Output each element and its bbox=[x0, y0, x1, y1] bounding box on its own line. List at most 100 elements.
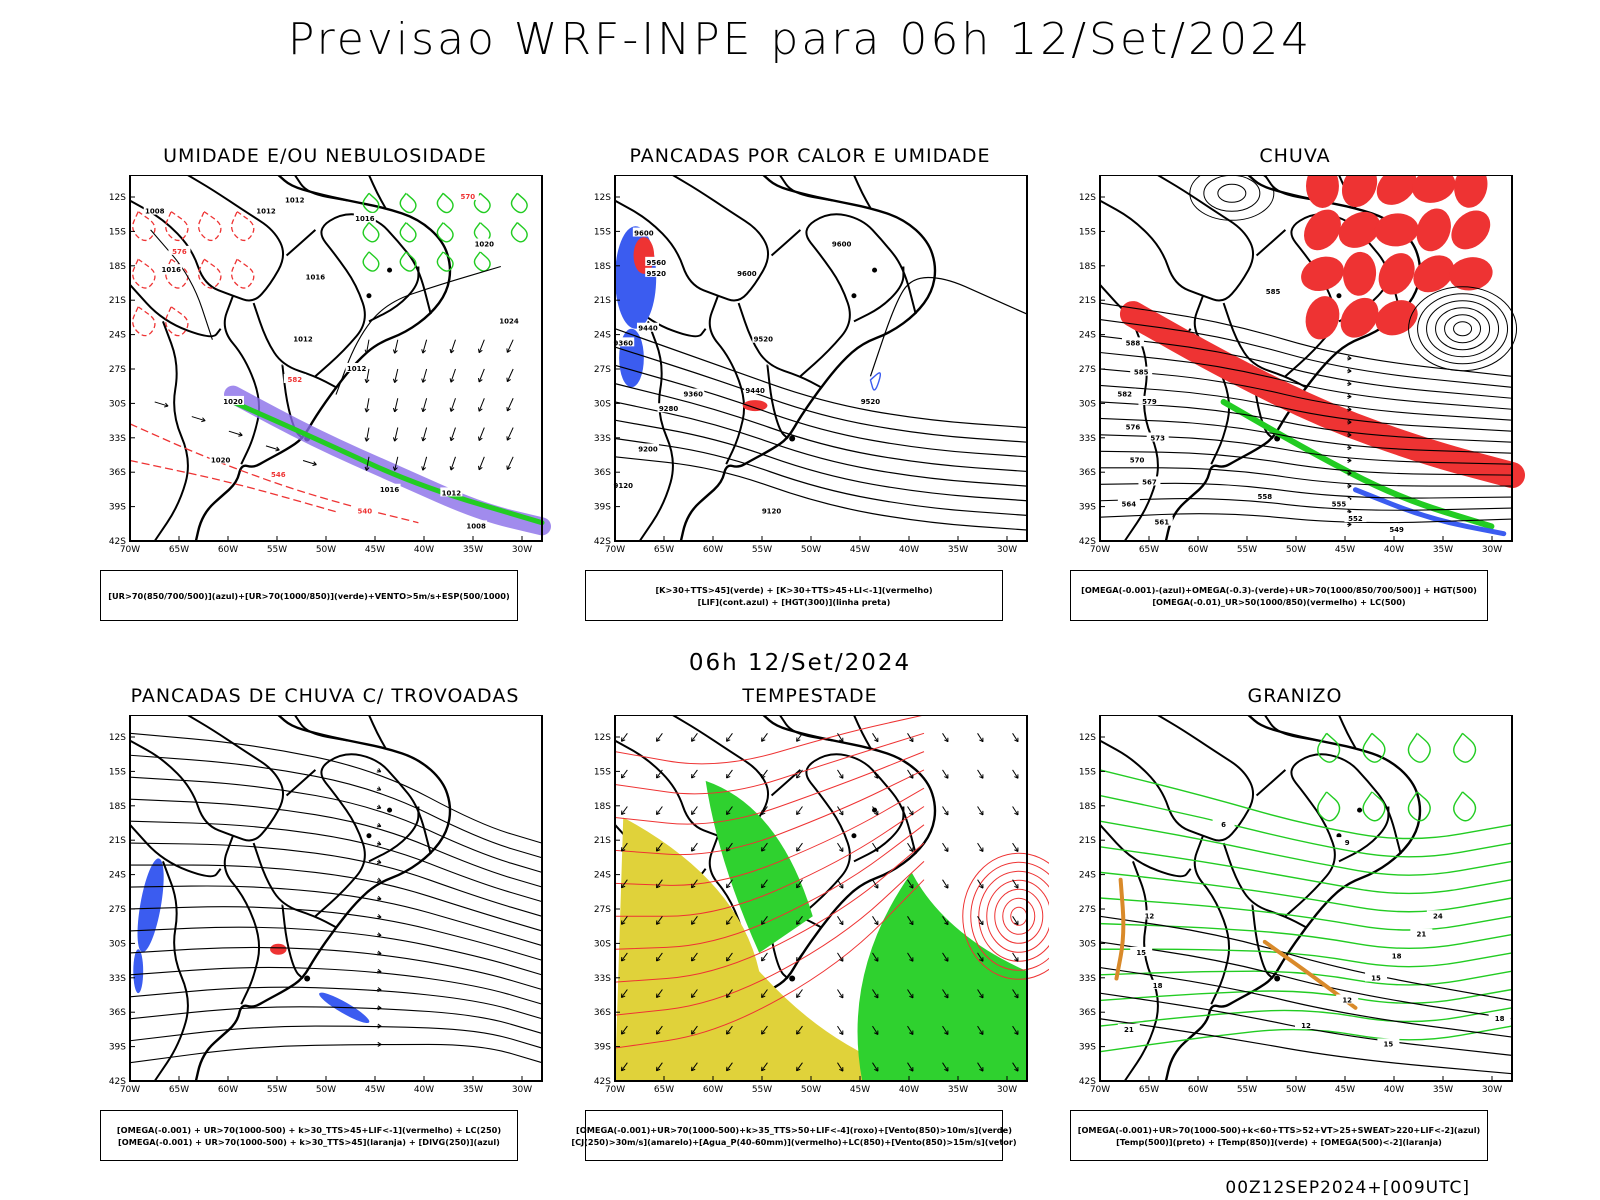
lat-label: 42S bbox=[109, 1077, 126, 1087]
lat-label: 36S bbox=[594, 468, 611, 478]
border-line bbox=[129, 175, 285, 302]
green-contour bbox=[362, 192, 380, 214]
rain-red-area bbox=[1306, 175, 1339, 208]
border-line bbox=[314, 213, 432, 378]
wind-vector bbox=[620, 1025, 628, 1035]
contour-label: 1012 bbox=[256, 208, 276, 216]
streamline-arrow bbox=[377, 1023, 382, 1029]
contour-label: 15 bbox=[1384, 1040, 1394, 1048]
legend-box: [OMEGA(-0.001)+UR>70(1000-500)+k>35_TTS>… bbox=[571, 1110, 1017, 1161]
lon-label: 40W bbox=[414, 545, 434, 555]
border-line bbox=[638, 320, 674, 542]
lon-label: 55W bbox=[752, 1085, 772, 1095]
rain-green-band bbox=[1220, 398, 1495, 530]
wind-vector bbox=[761, 989, 768, 999]
contour-label-bg bbox=[1121, 421, 1144, 431]
lat-label: 24S bbox=[594, 331, 611, 341]
streamline-arrow bbox=[377, 932, 382, 938]
lon-label: 55W bbox=[1237, 1085, 1257, 1095]
lon-label: 35W bbox=[463, 1085, 483, 1095]
lat-label: 21S bbox=[109, 296, 126, 306]
wind-vector bbox=[761, 806, 768, 816]
border-line bbox=[129, 824, 222, 878]
hgt-contour bbox=[614, 346, 1028, 443]
rain-red-area bbox=[1416, 208, 1451, 252]
contour-label-bg bbox=[440, 487, 463, 497]
contour-label-bg bbox=[267, 469, 290, 479]
wind-vector bbox=[691, 916, 698, 925]
contour-label: 561 bbox=[1154, 519, 1169, 527]
streamline bbox=[1099, 467, 1512, 487]
lon-label: 60W bbox=[703, 545, 723, 555]
lon-label: 65W bbox=[169, 1085, 189, 1095]
legend-line: [OMEGA(-0.001) + UR>70(1000-500) + k>30_… bbox=[116, 1124, 502, 1135]
wind-vector bbox=[837, 806, 844, 816]
contour-label: 576 bbox=[172, 248, 187, 256]
lat-label: 24S bbox=[594, 871, 611, 881]
contour-label-bg bbox=[632, 227, 655, 237]
streamline-arrow bbox=[1347, 368, 1352, 374]
lif-contour bbox=[869, 372, 882, 391]
lon-label: 70W bbox=[120, 545, 140, 555]
lon-label: 30W bbox=[1482, 545, 1502, 555]
hgt-contour bbox=[614, 419, 1028, 502]
contour-label-bg bbox=[612, 337, 635, 347]
contour-label-bg bbox=[1327, 498, 1350, 508]
low-pressure-contour bbox=[1426, 300, 1500, 358]
legend-box: [OMEGA(-0.001) + UR>70(1000-500) + k>30_… bbox=[100, 1110, 518, 1161]
legend-line: [Temp(500)](preto) + [Temp(850)](verde) … bbox=[1116, 1136, 1442, 1147]
thickness-contour bbox=[129, 459, 337, 513]
lon-label: 40W bbox=[1384, 1085, 1404, 1095]
lat-label: 21S bbox=[1079, 296, 1096, 306]
wind-vector bbox=[1012, 842, 1019, 852]
wind-vector bbox=[726, 769, 733, 779]
streamline bbox=[1099, 434, 1513, 465]
lat-label: 21S bbox=[594, 836, 611, 846]
contour-label: 1008 bbox=[466, 522, 486, 530]
contour-label: 567 bbox=[1142, 478, 1157, 486]
wind-vector bbox=[364, 339, 370, 354]
wind-vector bbox=[421, 398, 428, 413]
wind-vector bbox=[837, 916, 844, 926]
rain-red-area bbox=[1338, 211, 1381, 248]
divergence-area bbox=[133, 949, 144, 994]
lat-label: 15S bbox=[594, 227, 611, 237]
lat-label: 36S bbox=[1079, 468, 1096, 478]
panel-umidade: UMIDADE E/OU NEBULOSIDADE 1008 1012 1012 10… bbox=[90, 145, 564, 625]
wind-vector bbox=[837, 733, 844, 743]
wind-vector bbox=[421, 339, 428, 354]
streamline-arrow bbox=[377, 1041, 382, 1047]
wind-vector bbox=[726, 952, 733, 962]
lat-label: 18S bbox=[594, 802, 611, 812]
temp850-contour bbox=[1453, 791, 1477, 822]
streamline-arrow bbox=[376, 859, 382, 865]
contour-label: 18 bbox=[1495, 1015, 1505, 1023]
lon-label: 50W bbox=[1286, 1085, 1306, 1095]
lon-label: 30W bbox=[997, 1085, 1017, 1095]
wind-vector bbox=[872, 916, 879, 926]
temp850-contour bbox=[1317, 791, 1341, 822]
wind-vector bbox=[691, 842, 698, 852]
lat-label: 27S bbox=[109, 365, 126, 375]
wind-vector bbox=[477, 368, 485, 383]
green-contour bbox=[362, 251, 380, 272]
lon-label: 70W bbox=[605, 1085, 625, 1095]
temp500-contour bbox=[1099, 1018, 1513, 1075]
border-line bbox=[1193, 835, 1231, 1005]
coastline bbox=[1164, 715, 1422, 1082]
wind-vector bbox=[1012, 916, 1019, 926]
lc850-contour bbox=[615, 806, 925, 917]
contour-label: 6 bbox=[1221, 821, 1226, 829]
border-line bbox=[708, 295, 746, 465]
contour-label-bg bbox=[378, 483, 401, 493]
temp850-contour bbox=[1099, 1025, 1513, 1053]
streamline bbox=[1099, 482, 1513, 499]
border-line bbox=[1284, 753, 1402, 918]
contour-label-bg bbox=[465, 520, 488, 530]
lat-label: 30S bbox=[1079, 939, 1096, 949]
valid-time-title: 06h 12/Set/2024 bbox=[688, 650, 912, 676]
thickness-contour bbox=[132, 258, 156, 289]
border-line bbox=[1099, 715, 1255, 842]
lat-label: 12S bbox=[1079, 193, 1096, 203]
thickness-contour bbox=[165, 258, 189, 289]
